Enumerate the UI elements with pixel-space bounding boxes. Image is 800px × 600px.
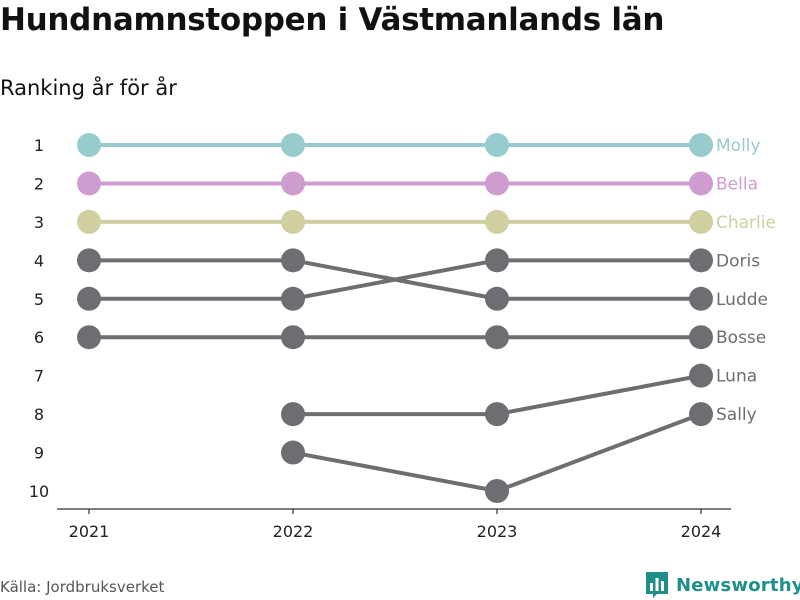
- y-tick-label: 10: [29, 482, 49, 501]
- y-tick-label: 7: [34, 367, 44, 386]
- series-label-molly: Molly: [716, 136, 761, 156]
- chart-subtitle: Ranking år för år: [0, 76, 177, 100]
- series-label-luna: Luna: [716, 367, 757, 387]
- y-tick-label: 4: [34, 251, 44, 270]
- series-point-charlie: [77, 209, 101, 234]
- series-point-ludde: [689, 286, 713, 311]
- series-line-ludde: [291, 258, 499, 301]
- series-point-charlie: [281, 209, 305, 234]
- series-point-bosse: [485, 325, 509, 350]
- series-line-sally: [291, 450, 499, 493]
- series-point-molly: [77, 133, 101, 157]
- series-point-doris: [485, 248, 509, 273]
- series-point-sally: [689, 402, 713, 427]
- x-tick-label: 2024: [681, 522, 722, 541]
- series-point-bella: [281, 171, 305, 196]
- series-point-ludde: [281, 248, 305, 273]
- series-label-ludde: Ludde: [716, 290, 768, 310]
- y-tick-label: 1: [34, 136, 44, 155]
- series-point-bosse: [77, 325, 101, 350]
- series-line-luna: [495, 373, 703, 417]
- series-line-sally: [495, 412, 703, 493]
- series-point-charlie: [689, 209, 713, 234]
- series-label-bosse: Bosse: [716, 328, 766, 348]
- y-tick-label: 3: [34, 213, 44, 232]
- series-label-charlie: Charlie: [716, 213, 776, 233]
- series-point-sally: [485, 479, 509, 503]
- y-tick-label: 2: [34, 174, 44, 193]
- series-point-ludde: [485, 286, 509, 311]
- series-point-bosse: [281, 325, 305, 350]
- chart-title: Hundnamnstoppen i Västmanlands län: [0, 2, 665, 38]
- series-point-doris: [689, 248, 713, 273]
- bar-chart-logo-icon: [646, 572, 668, 598]
- series-point-luna: [485, 402, 509, 427]
- series-point-doris: [281, 286, 305, 311]
- series-point-ludde: [77, 248, 101, 273]
- x-tick-label: 2022: [273, 522, 314, 541]
- series-point-bosse: [689, 325, 713, 350]
- y-tick-label: 5: [34, 290, 44, 309]
- y-tick-label: 8: [34, 405, 44, 424]
- series-point-luna: [281, 402, 305, 427]
- brand-logo: Newsworthy: [644, 570, 800, 600]
- series-point-molly: [281, 133, 305, 157]
- source-note: Källa: Jordbruksverket: [0, 578, 165, 596]
- series-point-charlie: [485, 209, 509, 234]
- series-label-bella: Bella: [716, 174, 758, 194]
- series-point-luna: [689, 363, 713, 388]
- series-point-bella: [689, 171, 713, 196]
- series-point-doris: [77, 286, 101, 311]
- x-tick-label: 2023: [477, 522, 518, 541]
- series-label-doris: Doris: [716, 251, 760, 271]
- y-tick-label: 6: [34, 328, 44, 347]
- y-tick-label: 9: [34, 444, 44, 463]
- series-point-bella: [485, 171, 509, 196]
- brand-name: Newsworthy: [676, 574, 800, 596]
- series-point-sally: [281, 440, 305, 465]
- series-label-sally: Sally: [716, 405, 757, 425]
- series-point-bella: [77, 171, 101, 196]
- series-point-molly: [689, 133, 713, 157]
- x-tick-label: 2021: [69, 522, 110, 541]
- series-point-molly: [485, 133, 509, 157]
